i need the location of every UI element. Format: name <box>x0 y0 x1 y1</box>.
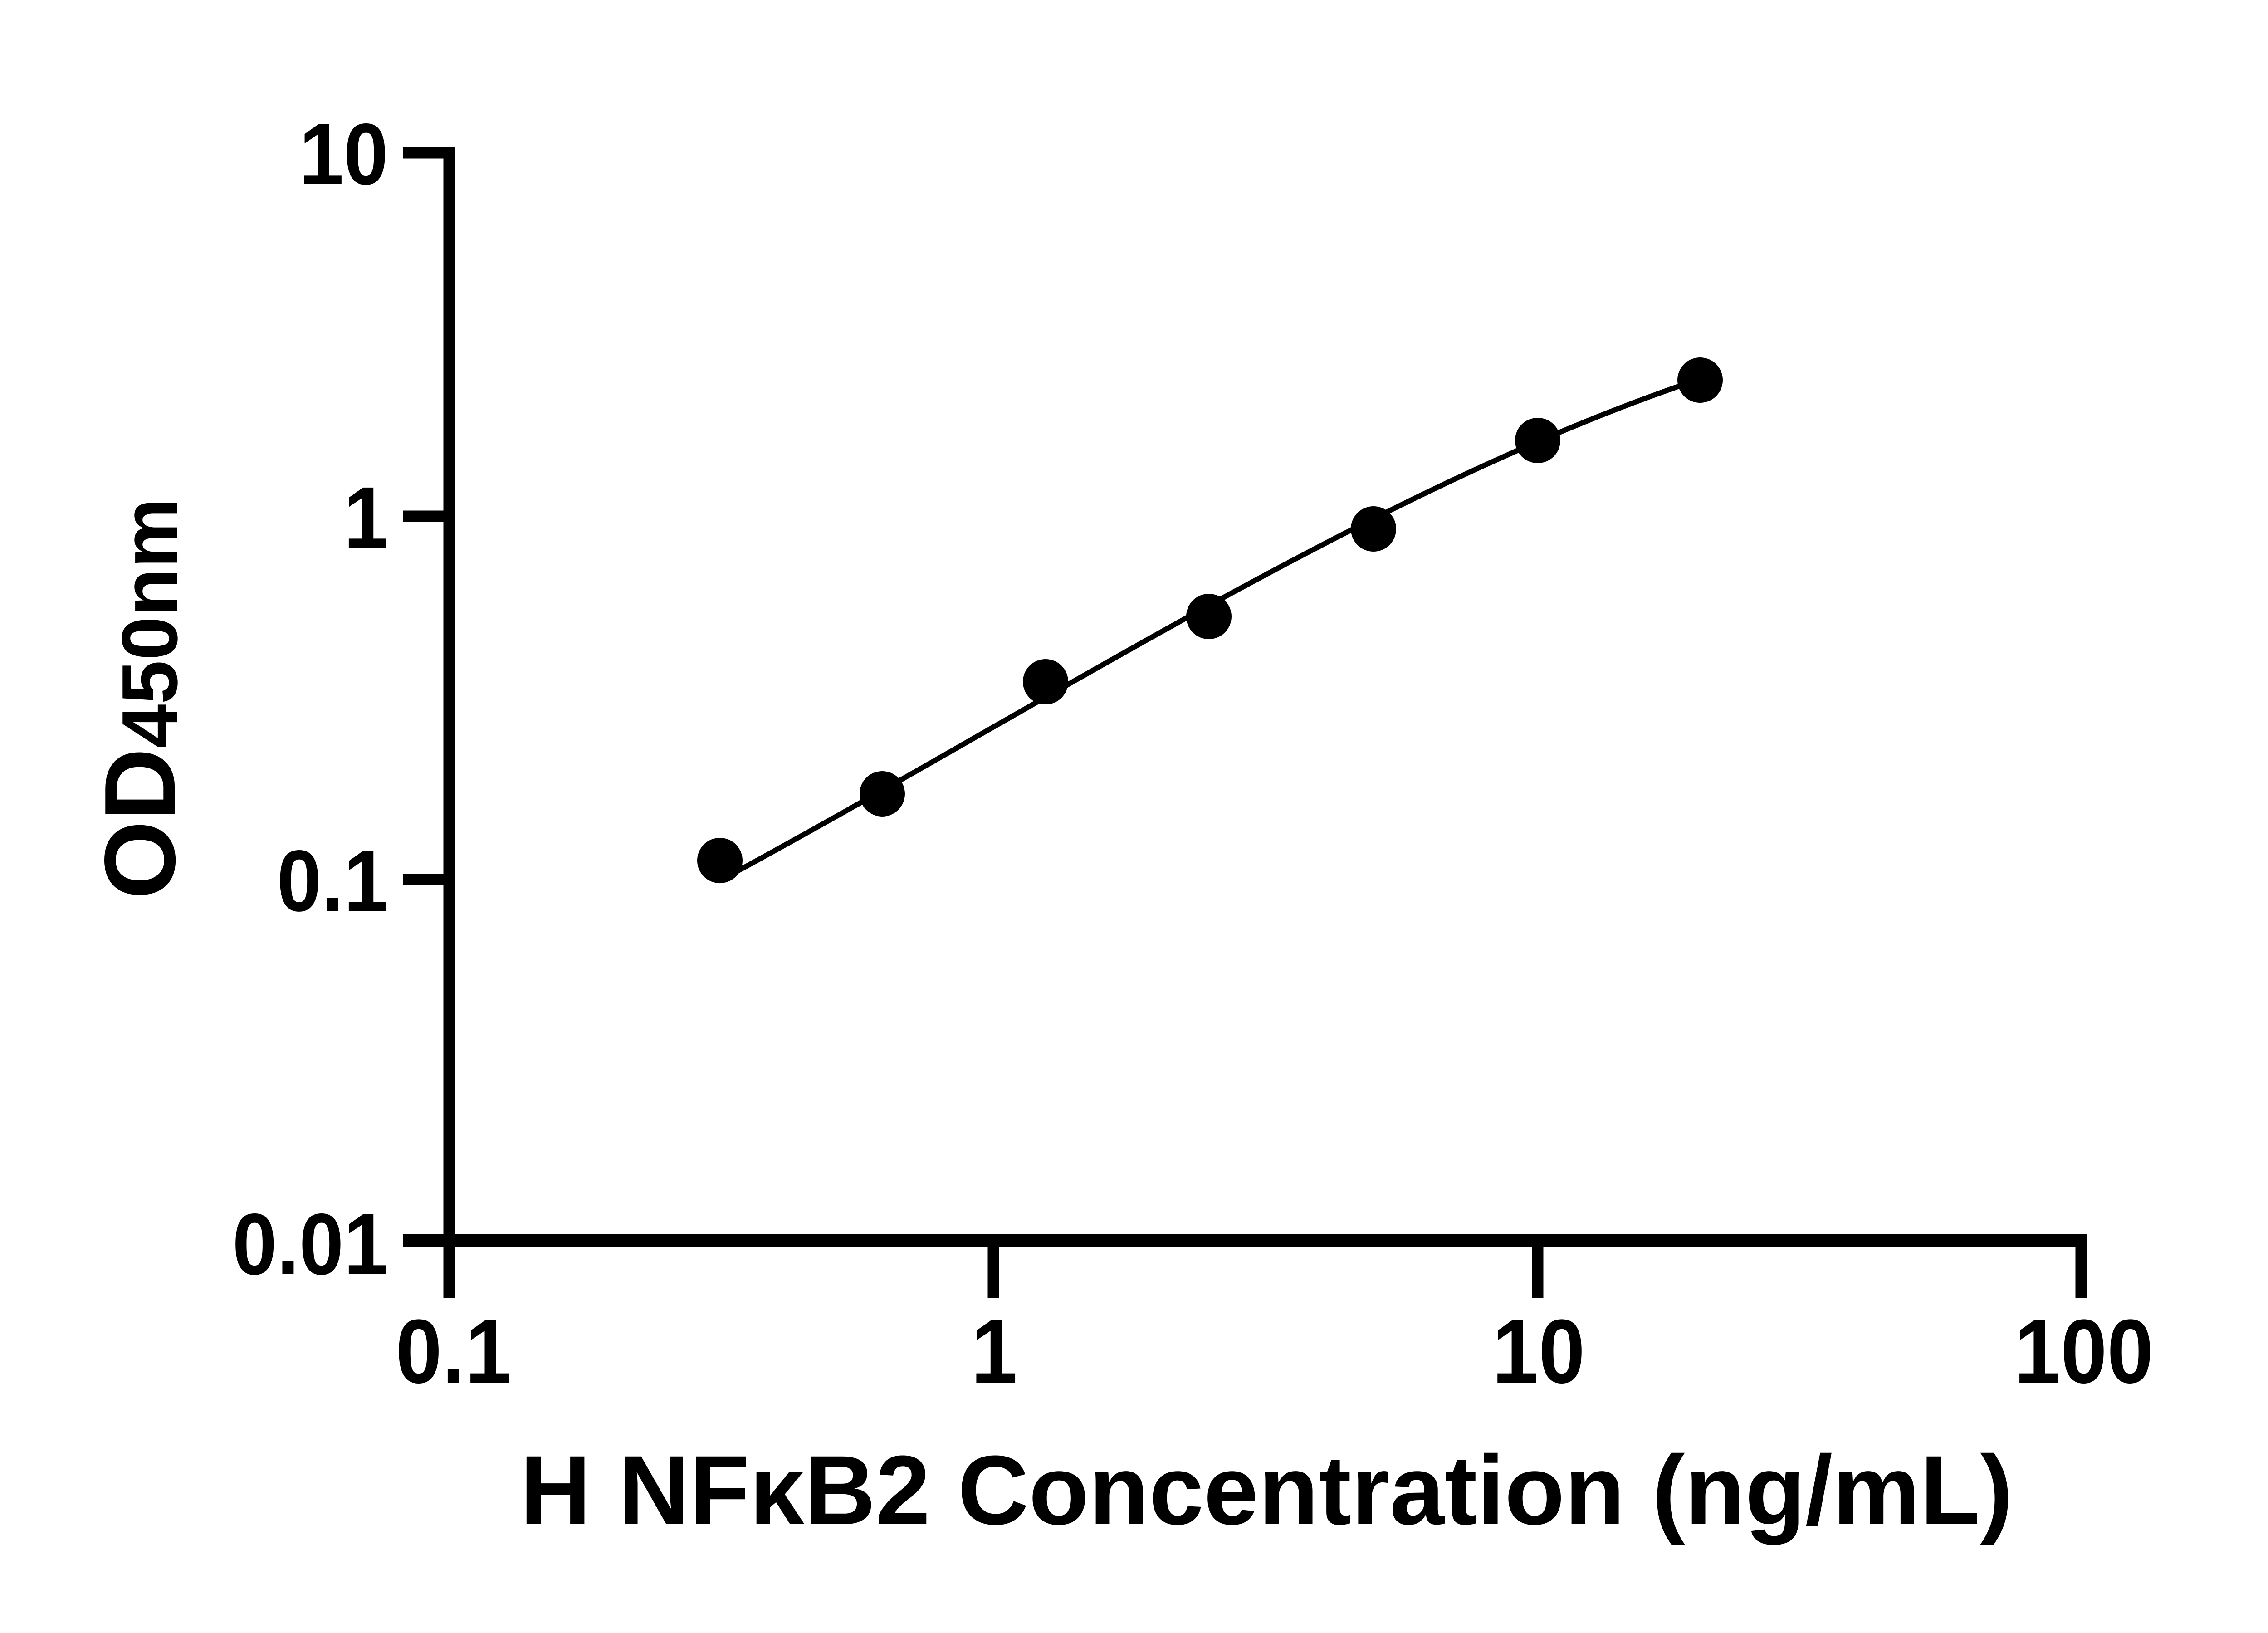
svg-text:1: 1 <box>344 469 388 566</box>
svg-text:H NFκB2 Concentration (ng/mL): H NFκB2 Concentration (ng/mL) <box>520 1435 2013 1545</box>
svg-text:10: 10 <box>299 106 388 203</box>
svg-text:0.1: 0.1 <box>396 1301 512 1402</box>
svg-text:0.1: 0.1 <box>277 832 388 929</box>
svg-text:10: 10 <box>1492 1301 1585 1402</box>
svg-text:100: 100 <box>2014 1301 2154 1402</box>
svg-text:1: 1 <box>971 1301 1017 1402</box>
svg-text:0.01: 0.01 <box>232 1196 388 1293</box>
svg-text:OD450nm: OD450nm <box>84 498 196 899</box>
